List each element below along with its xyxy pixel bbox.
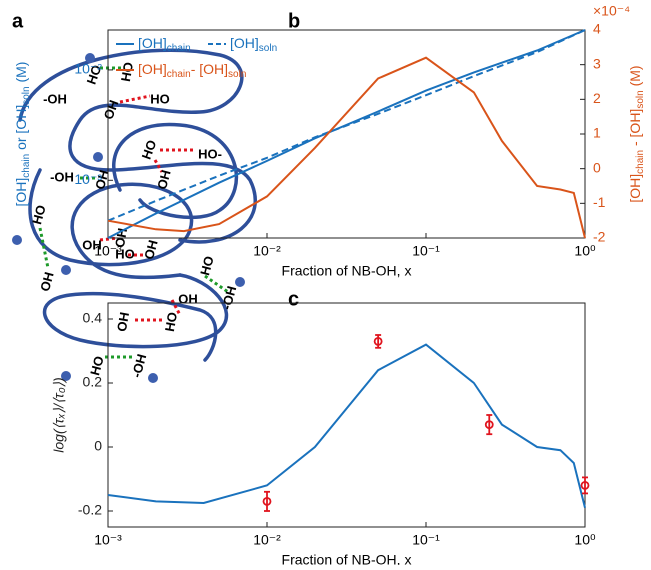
y2-tick-label: -2 xyxy=(593,229,606,245)
y2-tick-label: 1 xyxy=(593,125,601,141)
legend-label: [OH]chain xyxy=(138,35,191,54)
plot-frame xyxy=(107,302,586,528)
hydroxyl-label: -OH xyxy=(129,352,150,379)
hydroxyl-label: HO xyxy=(118,61,136,83)
y2-tick-label: 4 xyxy=(593,21,601,37)
x-tick-label: 10⁻¹ xyxy=(412,243,440,259)
end-group xyxy=(93,152,103,162)
hydroxyl-label: OH xyxy=(37,270,57,293)
hydroxyl-label: OH xyxy=(82,237,102,252)
end-group xyxy=(61,265,71,275)
data-point xyxy=(580,480,590,490)
hydroxyl-label: OH xyxy=(92,168,112,191)
y2-tick-label: -1 xyxy=(593,194,606,210)
bonds xyxy=(38,66,229,359)
end-group xyxy=(61,371,71,381)
y-tick-label: 0 xyxy=(94,438,102,454)
hydroxyl-label: OH xyxy=(101,98,122,121)
y2-tick-label: 3 xyxy=(593,55,601,71)
series-line xyxy=(107,56,586,239)
polymer-chains xyxy=(18,48,257,362)
x-tick-label: 10⁻² xyxy=(253,532,281,548)
x-tick-label: 10⁻³ xyxy=(94,532,122,548)
series-line xyxy=(107,343,586,509)
data-point xyxy=(484,420,494,430)
hydroxyl-label: OH xyxy=(141,238,161,261)
hydroxyl-label: HO xyxy=(29,203,49,226)
chain xyxy=(28,168,194,280)
panel-label: c xyxy=(288,288,299,310)
y-axis-label: [OH]chain or [OH]soln (M) xyxy=(13,62,32,207)
x-tick-label: 10⁻² xyxy=(253,243,281,259)
hydroxyl-label: HO xyxy=(162,311,180,333)
bond xyxy=(38,227,50,269)
bond xyxy=(153,159,164,173)
hydroxyl-label: HO xyxy=(115,246,135,261)
panel-label: a xyxy=(12,10,24,32)
data-point xyxy=(373,336,383,346)
hydroxyl-label: HO xyxy=(150,91,170,106)
y-tick-label: 10⁻² xyxy=(74,61,102,77)
y2-axis-label: [OH]chain - [OH]soln (M) xyxy=(627,65,646,202)
x-tick-label: 10⁰ xyxy=(574,243,596,259)
bond xyxy=(119,94,151,104)
legend-label: [OH]chain- [OH]soln xyxy=(138,61,246,80)
hydroxyl-label: HO- xyxy=(198,146,222,161)
x-tick-label: 10⁻³ xyxy=(94,243,122,259)
hydroxyl-label: HO xyxy=(139,138,160,161)
panel-label: b xyxy=(288,10,300,32)
hydroxyl-label: HO xyxy=(84,63,105,86)
chain xyxy=(18,48,257,244)
end-groups xyxy=(12,53,245,383)
hydroxyl-label: -OH xyxy=(219,284,240,311)
hydroxyl-label: OH xyxy=(154,168,174,191)
hydroxyl-label: HO xyxy=(87,354,107,377)
y-axis-label: log(⟨τₓ⟩/⟨τ₀⟩) xyxy=(51,377,67,452)
x-axis-label: Fraction of NB-OH, x xyxy=(282,552,412,565)
hydroxyl-label: OH xyxy=(114,311,132,333)
end-group xyxy=(235,277,245,287)
y-tick-label: 0.4 xyxy=(83,310,103,326)
series-line xyxy=(107,29,586,222)
y-tick-label: -0.2 xyxy=(78,502,102,518)
y2-multiplier: ×10⁻⁴ xyxy=(593,3,630,19)
y2-tick-label: 0 xyxy=(593,159,601,175)
end-group xyxy=(85,53,95,63)
x-axis-label: Fraction of NB-OH, x xyxy=(282,263,412,279)
data-point xyxy=(262,496,272,506)
hydroxyl-label: -OH xyxy=(43,91,67,106)
y2-tick-label: 2 xyxy=(593,90,601,106)
bond xyxy=(204,274,229,294)
x-tick-label: 10⁻¹ xyxy=(412,532,440,548)
hydroxyl-label: -OH xyxy=(50,169,74,184)
y-tick-label: 0.2 xyxy=(83,374,103,390)
chain xyxy=(42,273,229,362)
hydroxyl-label: HO xyxy=(197,254,217,277)
end-group xyxy=(148,373,158,383)
x-tick-label: 10⁰ xyxy=(574,532,596,548)
chain xyxy=(112,122,239,220)
y-tick-label: 10⁻³ xyxy=(74,171,102,187)
end-group xyxy=(12,235,22,245)
hydroxyl-label: OH xyxy=(178,291,198,306)
legend-label: [OH]soln xyxy=(230,35,277,54)
